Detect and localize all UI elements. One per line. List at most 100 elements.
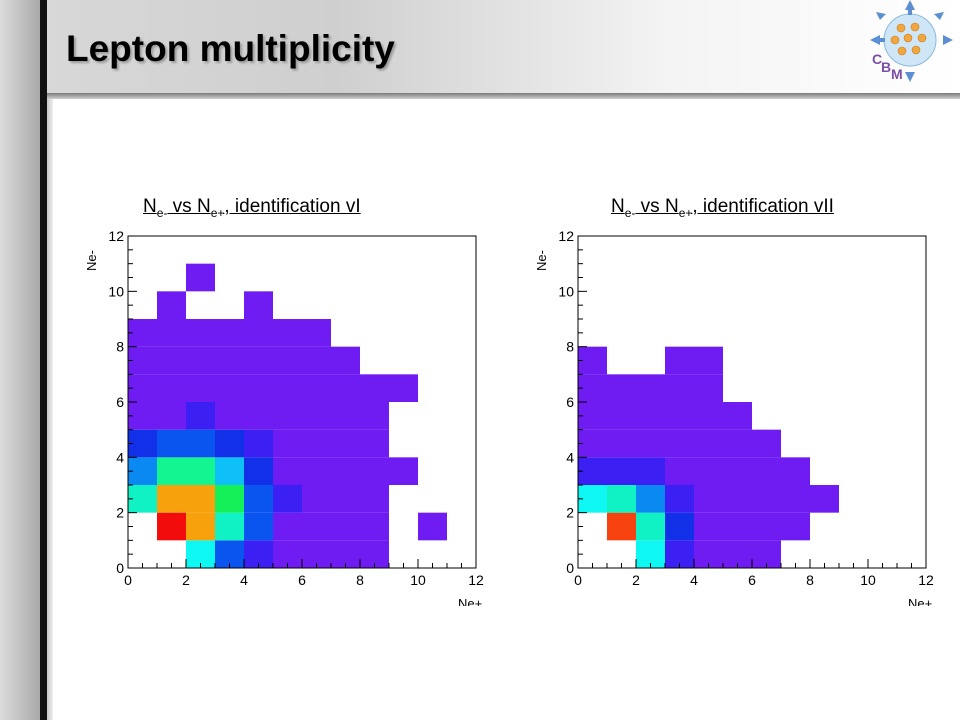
heatmap-cell bbox=[781, 457, 810, 485]
title-text: vs N bbox=[167, 196, 211, 217]
heatmap-cell bbox=[157, 512, 186, 541]
y-tick-label: 8 bbox=[566, 339, 574, 355]
heatmap-cell bbox=[752, 512, 781, 541]
title-subscript: e- bbox=[156, 205, 168, 220]
header-divider bbox=[0, 93, 960, 99]
y-tick-label: 6 bbox=[116, 394, 124, 410]
heatmap-cell bbox=[302, 512, 331, 541]
x-tick-label: 12 bbox=[918, 572, 934, 588]
y-tick-label: 2 bbox=[566, 505, 574, 521]
heatmap-cell bbox=[636, 402, 665, 430]
heatmap-cell bbox=[781, 485, 810, 513]
heatmap-cell bbox=[244, 485, 273, 513]
title-subscript: e+ bbox=[678, 205, 693, 220]
heatmap-cell bbox=[186, 374, 215, 402]
heatmap-cell bbox=[694, 429, 723, 458]
heatmap-cell bbox=[157, 291, 186, 319]
heatmap-cell bbox=[607, 457, 636, 485]
heatmap-cell bbox=[186, 429, 215, 458]
heatmap-cell bbox=[665, 374, 694, 402]
title-symbol: N bbox=[611, 196, 625, 217]
x-tick-label: 8 bbox=[356, 572, 364, 588]
heatmap-cell bbox=[186, 512, 215, 541]
heatmap-cell bbox=[636, 374, 665, 402]
y-tick-label: 6 bbox=[566, 394, 574, 410]
heatmap-cell bbox=[607, 429, 636, 458]
y-tick-label: 12 bbox=[108, 228, 124, 244]
logo-letter-b: B bbox=[881, 59, 891, 75]
y-tick-label: 10 bbox=[108, 283, 124, 299]
heatmap-cell bbox=[244, 512, 273, 541]
heatmap-cell bbox=[273, 319, 302, 347]
heatmap-cell bbox=[157, 402, 186, 430]
heatmap-cell bbox=[331, 346, 360, 375]
heatmap-cell bbox=[215, 485, 244, 513]
heatmap-cell bbox=[360, 429, 389, 458]
logo-letter-m: M bbox=[891, 66, 903, 82]
x-tick-label: 6 bbox=[748, 572, 756, 588]
title-symbol: N bbox=[143, 196, 157, 217]
x-tick-label: 2 bbox=[182, 572, 190, 588]
heatmap-cell bbox=[665, 402, 694, 430]
panel-title-right: Ne- vs Ne+, identification vII bbox=[611, 196, 834, 220]
left-side-bar-inner bbox=[47, 99, 53, 720]
heatmap-cell bbox=[360, 402, 389, 430]
title-text: , identification vI bbox=[224, 196, 361, 217]
heatmap-cell bbox=[607, 402, 636, 430]
heatmap-cell bbox=[244, 346, 273, 375]
y-tick-label: 4 bbox=[116, 449, 124, 465]
heatmap-cell bbox=[302, 374, 331, 402]
heatmap-chart-right: 0 2 4 6 8 10 12 0 2 4 6 8 10 12 Ne+ Ne- bbox=[534, 228, 934, 606]
heatmap-cell bbox=[186, 457, 215, 485]
y-tick-label: 8 bbox=[116, 339, 124, 355]
heatmap-cell bbox=[302, 429, 331, 458]
x-tick-label: 12 bbox=[468, 572, 484, 588]
heatmap-cell bbox=[186, 319, 215, 347]
heatmap-cell bbox=[723, 429, 752, 458]
logo-letter-c: C bbox=[872, 51, 882, 67]
heatmap-chart-left: 0 2 4 6 8 10 12 0 2 4 6 8 10 12 Ne+ Ne- bbox=[84, 228, 484, 606]
heatmap-cell bbox=[215, 374, 244, 402]
heatmap-cell bbox=[157, 374, 186, 402]
heatmap-cell bbox=[215, 429, 244, 458]
y-axis-label: Ne- bbox=[534, 250, 549, 271]
x-axis-label: Ne+ bbox=[458, 596, 482, 606]
heatmap-cell bbox=[157, 429, 186, 458]
heatmap-cell bbox=[694, 402, 723, 430]
x-tick-label: 10 bbox=[410, 572, 426, 588]
heatmap-cell bbox=[636, 429, 665, 458]
heatmap-cell bbox=[331, 374, 360, 402]
heatmap-cell bbox=[607, 374, 636, 402]
heatmap-cell bbox=[273, 402, 302, 430]
heatmap-cell bbox=[694, 374, 723, 402]
heatmap-cell bbox=[302, 319, 331, 347]
title-subscript: e+ bbox=[210, 205, 225, 220]
heatmap-cell bbox=[331, 485, 360, 513]
heatmap-cell bbox=[273, 346, 302, 375]
heatmap-cell bbox=[360, 485, 389, 513]
heatmap-cell bbox=[157, 485, 186, 513]
heatmap-cell bbox=[186, 402, 215, 430]
heatmap-cell bbox=[723, 512, 752, 541]
heatmap-cell bbox=[244, 402, 273, 430]
y-tick-label: 2 bbox=[116, 505, 124, 521]
heatmap-cell bbox=[752, 429, 781, 458]
heatmap-cell bbox=[389, 374, 418, 402]
y-tick-label: 0 bbox=[566, 560, 574, 576]
heatmap-cell bbox=[331, 402, 360, 430]
heatmap-cell bbox=[157, 346, 186, 375]
heatmap-cell bbox=[752, 457, 781, 485]
heatmap-cell bbox=[781, 512, 810, 541]
heatmap-cell bbox=[244, 374, 273, 402]
heatmap-cell bbox=[723, 457, 752, 485]
heatmap-cell bbox=[418, 512, 447, 541]
y-tick-label: 4 bbox=[566, 449, 574, 465]
heatmap-cell bbox=[694, 346, 723, 375]
heatmap-cell bbox=[215, 402, 244, 430]
heatmap-cell bbox=[665, 346, 694, 375]
heatmap-cell bbox=[244, 291, 273, 319]
heatmap-cell bbox=[302, 485, 331, 513]
heatmap-cell bbox=[665, 457, 694, 485]
heatmap-cell bbox=[215, 346, 244, 375]
heatmap-cell bbox=[665, 485, 694, 513]
